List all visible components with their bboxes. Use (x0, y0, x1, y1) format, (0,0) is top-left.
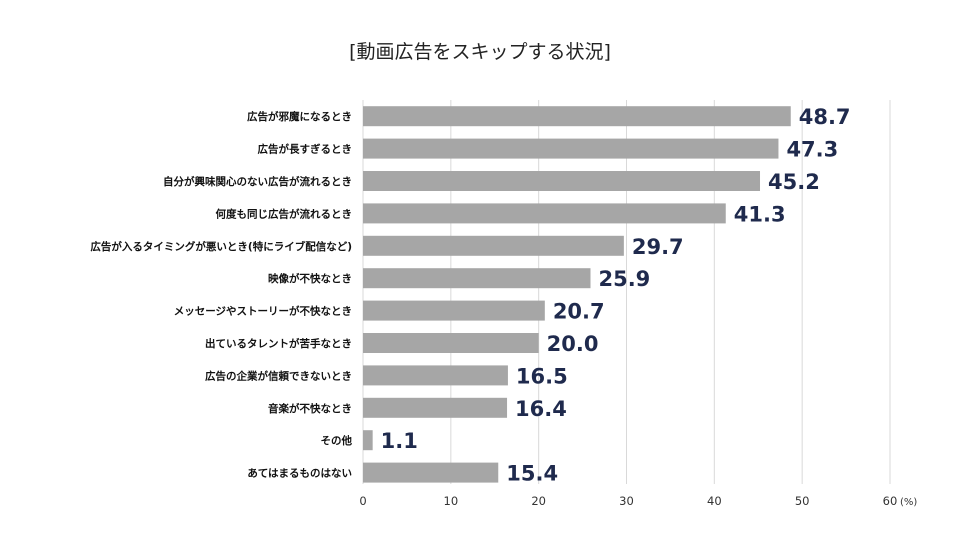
value-label-6: 20.7 (553, 300, 605, 324)
category-label-10: その他 (321, 434, 353, 447)
value-label-8: 16.5 (516, 364, 568, 388)
value-label-1: 47.3 (786, 138, 838, 162)
value-label-9: 16.4 (515, 397, 567, 421)
category-label-9: 音楽が不快なとき (268, 402, 352, 415)
bar-2 (363, 171, 761, 191)
category-label-7: 出ているタレントが苦手なとき (205, 337, 352, 350)
value-label-10: 1.1 (381, 429, 418, 453)
value-label-4: 29.7 (632, 235, 684, 259)
category-label-11: あてはまるものはない (247, 467, 352, 480)
value-label-0: 48.7 (799, 105, 851, 129)
bar-4 (363, 235, 624, 256)
value-label-2: 45.2 (768, 170, 820, 194)
bar-9 (363, 397, 508, 418)
value-labels: 48.7 47.3 45.2 41.3 29.7 25.9 20.7 20.0 16.5 16.4… (381, 105, 851, 485)
bar-7 (363, 333, 539, 353)
bar-10 (363, 430, 373, 451)
x-tick-label-50: 50 (795, 494, 810, 508)
x-tick-label-10: 10 (444, 494, 459, 508)
bar-3 (363, 203, 726, 224)
category-label-8: 広告の企業が信頼できないとき (205, 369, 352, 382)
bar-5 (363, 268, 591, 289)
category-labels: 広告が邪魔になるとき広告が長すぎるとき自分が興味関心のない広告が流れるとき何度も… (90, 110, 352, 479)
x-tick-label-60: 60 (883, 494, 898, 508)
bar-0 (363, 106, 791, 127)
category-label-0: 広告が邪魔になるとき (247, 110, 352, 123)
category-label-1: 広告が長すぎるとき (258, 143, 353, 156)
x-axis-unit-label: (%) (900, 497, 917, 508)
category-label-3: 何度も同じ広告が流れるとき (216, 207, 353, 220)
bar-1 (363, 138, 779, 159)
bar-8 (363, 365, 508, 386)
x-tick-label-0: 0 (359, 494, 366, 508)
category-label-6: メッセージやストーリーが不快なとき (174, 305, 352, 318)
x-tick-label-40: 40 (707, 494, 722, 508)
value-label-11: 15.4 (506, 462, 558, 486)
chart-title: [動画広告をスキップする状況] (349, 41, 611, 63)
bar-11 (363, 462, 499, 483)
value-label-3: 41.3 (734, 202, 786, 226)
bars (363, 106, 791, 483)
category-label-2: 自分が興味関心のない広告が流れるとき (163, 175, 352, 188)
value-label-7: 20.0 (547, 332, 599, 356)
x-tick-label-20: 20 (531, 494, 546, 508)
x-axis-ticks: 0 10 20 30 40 50 60 (359, 494, 897, 508)
value-label-5: 25.9 (598, 267, 650, 291)
gridlines (362, 100, 891, 484)
category-label-5: 映像が不快なとき (268, 272, 352, 285)
x-tick-label-30: 30 (619, 494, 634, 508)
category-label-4: 広告が入るタイミングが悪いとき(特にライブ配信など) (90, 240, 352, 253)
bar-6 (363, 300, 545, 321)
